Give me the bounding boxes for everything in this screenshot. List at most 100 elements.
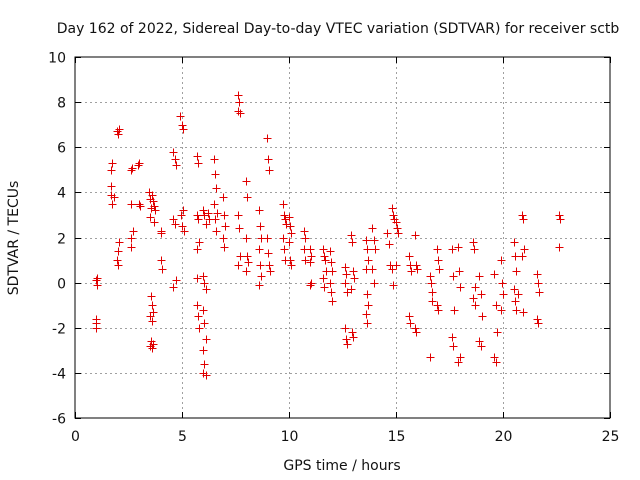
- data-point: [200, 279, 209, 288]
- y-tick-label: 10: [48, 51, 66, 67]
- data-point: [347, 231, 356, 240]
- data-point: [263, 234, 272, 243]
- data-point: [92, 276, 101, 285]
- data-point: [93, 281, 102, 290]
- data-point: [220, 211, 229, 220]
- data-point: [327, 258, 336, 267]
- data-point: [93, 274, 102, 283]
- data-point: [370, 236, 379, 245]
- data-point: [243, 193, 252, 202]
- data-point: [194, 312, 203, 321]
- data-point: [179, 206, 188, 215]
- data-point: [471, 283, 480, 292]
- data-point: [107, 166, 116, 175]
- data-point: [148, 301, 157, 310]
- data-point: [193, 245, 202, 254]
- data-point: [428, 288, 437, 297]
- data-point: [449, 342, 458, 351]
- data-point: [435, 265, 444, 274]
- data-point: [108, 159, 117, 168]
- data-point: [349, 333, 358, 342]
- data-point: [493, 328, 502, 337]
- data-point: [200, 211, 209, 220]
- data-point: [342, 335, 351, 344]
- data-point: [128, 164, 137, 173]
- data-point: [210, 200, 219, 209]
- data-point: [411, 324, 420, 333]
- data-point: [256, 261, 265, 270]
- data-point: [433, 245, 442, 254]
- data-point: [234, 261, 243, 270]
- data-point: [286, 256, 295, 265]
- plot-frame: [74, 56, 611, 419]
- data-point: [348, 238, 357, 247]
- data-point: [171, 220, 180, 229]
- data-point: [200, 319, 209, 328]
- data-point: [454, 358, 463, 367]
- data-point: [341, 263, 350, 272]
- data-point: [195, 324, 204, 333]
- data-point: [219, 193, 228, 202]
- data-point: [342, 270, 351, 279]
- data-point: [202, 335, 211, 344]
- data-point: [136, 202, 145, 211]
- data-point: [498, 279, 507, 288]
- data-point: [428, 297, 437, 306]
- data-point: [199, 206, 208, 215]
- data-point: [518, 252, 527, 261]
- data-point: [202, 285, 211, 294]
- y-tick-label: 2: [57, 232, 66, 248]
- data-point: [242, 234, 251, 243]
- data-point: [349, 267, 358, 276]
- data-point: [158, 265, 167, 274]
- data-point: [448, 245, 457, 254]
- data-point: [110, 193, 119, 202]
- data-point: [362, 310, 371, 319]
- data-point: [148, 344, 157, 353]
- data-point: [478, 312, 487, 321]
- data-point: [497, 256, 506, 265]
- data-point: [282, 220, 291, 229]
- data-point: [492, 358, 501, 367]
- data-point: [193, 274, 202, 283]
- data-point: [341, 279, 350, 288]
- data-point: [221, 222, 230, 231]
- data-point: [108, 200, 117, 209]
- data-point: [150, 202, 159, 211]
- data-point: [114, 130, 123, 139]
- data-point: [434, 306, 443, 315]
- y-tick-label: -6: [52, 412, 66, 428]
- data-point: [321, 256, 330, 265]
- data-point: [285, 238, 294, 247]
- data-point: [257, 272, 266, 281]
- chart-title: Day 162 of 2022, Sidereal Day-to-day VTE…: [57, 21, 620, 37]
- data-point: [266, 267, 275, 276]
- data-point: [301, 234, 310, 243]
- data-points: [92, 91, 565, 380]
- data-point: [151, 206, 160, 215]
- data-point: [534, 319, 543, 328]
- data-point: [92, 315, 101, 324]
- data-point: [519, 308, 528, 317]
- y-tick-label: 6: [57, 141, 66, 157]
- data-point: [169, 148, 178, 157]
- data-point: [255, 245, 264, 254]
- data-point: [211, 215, 220, 224]
- data-point: [371, 245, 380, 254]
- data-point: [393, 224, 402, 233]
- data-point: [172, 161, 181, 170]
- data-point: [469, 294, 478, 303]
- data-point: [535, 288, 544, 297]
- data-point: [242, 267, 251, 276]
- data-point: [363, 319, 372, 328]
- data-point: [211, 170, 220, 179]
- data-point: [199, 306, 208, 315]
- data-point: [426, 272, 435, 281]
- data-point: [127, 234, 136, 243]
- data-point: [405, 312, 414, 321]
- data-point: [306, 258, 315, 267]
- data-point: [510, 285, 519, 294]
- data-point: [456, 283, 465, 292]
- data-point: [171, 155, 180, 164]
